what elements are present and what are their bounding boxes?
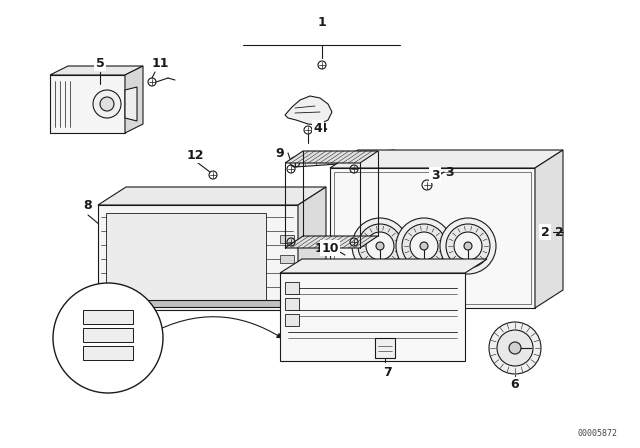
Polygon shape [50,75,125,133]
Text: 2: 2 [555,225,564,238]
Circle shape [497,330,533,366]
Bar [106,213,266,302]
Bar [83,346,133,360]
Text: 1: 1 [317,16,326,29]
Text: 8: 8 [84,198,92,211]
Circle shape [420,242,428,250]
Circle shape [509,342,521,354]
Text: 7: 7 [383,366,392,379]
Text: 11: 11 [151,56,169,69]
Polygon shape [280,273,465,361]
Bar [280,235,294,243]
Polygon shape [535,150,563,308]
Circle shape [402,224,446,268]
Text: 9: 9 [276,146,284,159]
Bar [285,314,299,326]
Circle shape [376,242,384,250]
Polygon shape [100,300,296,307]
Bar [280,275,294,283]
Circle shape [352,218,408,274]
Circle shape [396,218,452,274]
Text: 4: 4 [318,121,327,134]
Text: 11: 11 [151,56,169,69]
Polygon shape [125,66,143,133]
Text: 6: 6 [511,379,519,392]
Bar [285,298,299,310]
Circle shape [446,224,490,268]
Polygon shape [330,168,535,308]
Text: 9: 9 [276,146,284,159]
FancyArrowPatch shape [150,317,282,338]
Text: 6: 6 [511,379,519,392]
Text: 10: 10 [314,241,332,254]
Bar [375,338,395,358]
Bar [83,310,133,324]
Text: 5: 5 [95,56,104,69]
Circle shape [454,232,482,260]
Polygon shape [298,187,326,310]
Text: 10: 10 [321,241,339,254]
Bar [285,282,299,294]
Text: 2: 2 [541,225,549,238]
Text: 7: 7 [383,366,392,379]
Polygon shape [98,187,326,205]
Polygon shape [125,87,137,121]
Text: 3: 3 [445,165,454,178]
Circle shape [100,97,114,111]
Bar [334,172,531,304]
Circle shape [358,224,402,268]
Text: 12: 12 [186,148,204,161]
Polygon shape [280,259,487,273]
Text: 5: 5 [95,56,104,69]
Polygon shape [285,96,332,125]
Bar [280,255,294,263]
Polygon shape [285,151,378,163]
Circle shape [366,232,394,260]
Text: 3: 3 [431,168,439,181]
Polygon shape [330,150,563,168]
Text: 1: 1 [317,16,326,29]
Text: 8: 8 [84,198,92,211]
Circle shape [464,242,472,250]
Circle shape [440,218,496,274]
Polygon shape [98,205,298,310]
Text: 4: 4 [314,121,323,134]
Circle shape [53,283,163,393]
Polygon shape [50,66,143,75]
Polygon shape [294,150,396,167]
Circle shape [489,322,541,374]
Polygon shape [285,236,378,248]
Text: 12: 12 [186,148,204,161]
Bar [83,328,133,342]
Circle shape [410,232,438,260]
Circle shape [93,90,121,118]
Text: 00005872: 00005872 [578,429,618,438]
